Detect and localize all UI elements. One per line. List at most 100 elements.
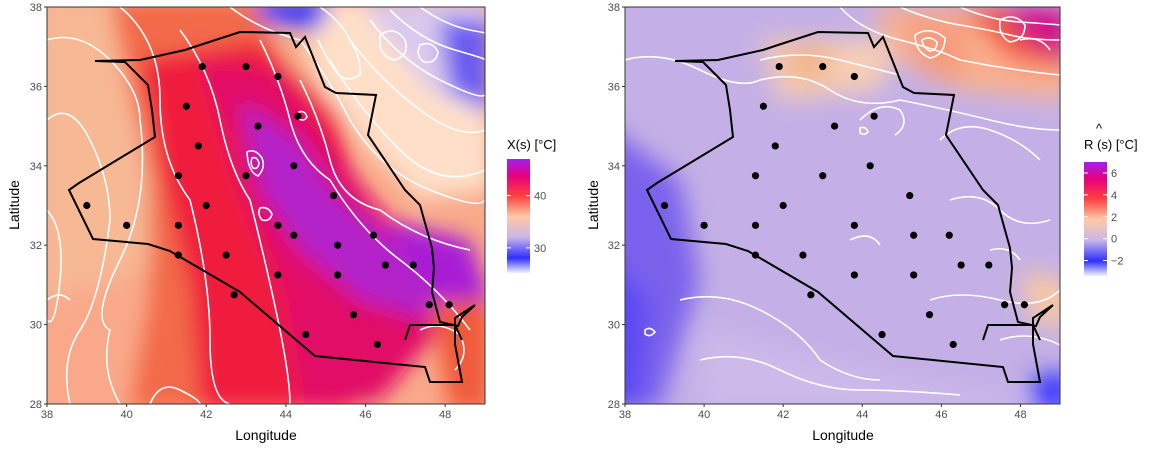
station-point — [274, 72, 282, 81]
x-tick-label: 44 — [856, 409, 868, 421]
right-legend: ^ R (s) [°C] −2 0 2 4 6 — [1084, 121, 1138, 277]
y-tick-label: 38 — [30, 2, 42, 14]
station-point — [751, 221, 760, 229]
y-tick-label: 34 — [608, 161, 620, 173]
station-point — [174, 251, 182, 259]
station-point — [334, 271, 342, 279]
right-x-axis-title: Longitude — [812, 427, 874, 443]
station-point — [174, 172, 182, 180]
station-point — [700, 221, 708, 229]
x-tick-label: 46 — [935, 409, 947, 421]
legend-tick-label: 30 — [534, 243, 546, 255]
y-tick-label: 32 — [30, 240, 42, 252]
left-x-axis-title: Longitude — [235, 427, 297, 443]
y-tick-label: 38 — [608, 2, 620, 14]
station-point — [198, 62, 206, 71]
station-point — [945, 231, 953, 239]
right-heat-field — [625, 7, 1060, 404]
right-legend-title: R (s) [°C] — [1084, 137, 1138, 152]
left-map-panel: 38 40 42 44 46 48 28 30 32 34 36 38 Longitude Latit… — [6, 2, 556, 443]
station-point — [254, 122, 262, 130]
left-y-axis-title: Latitude — [6, 180, 22, 230]
right-panel-frame — [624, 6, 1061, 405]
station-point — [445, 301, 453, 309]
y-tick-label: 34 — [30, 161, 42, 173]
legend-tick-label: 6 — [1111, 168, 1117, 180]
right-legend-colorbar — [1084, 162, 1107, 277]
station-point — [222, 251, 230, 259]
y-tick-label: 30 — [30, 320, 42, 332]
x-tick-label: 48 — [1014, 409, 1026, 421]
left-legend: X(s) [°C] 30 40 — [507, 137, 556, 274]
station-point — [330, 191, 338, 200]
station-point — [182, 102, 190, 110]
station-point — [771, 142, 779, 150]
legend-tick-label: −2 — [1111, 256, 1124, 268]
station-point — [230, 291, 238, 299]
legend-tick-label: 0 — [1111, 234, 1117, 246]
station-point — [759, 102, 768, 110]
station-point — [910, 271, 918, 279]
left-stations — [83, 62, 453, 349]
station-point — [373, 340, 382, 349]
station-point — [906, 191, 914, 200]
station-point — [242, 62, 250, 71]
left-contours — [47, 7, 485, 404]
station-point — [870, 112, 878, 120]
station-point — [290, 231, 298, 239]
station-point — [1020, 301, 1029, 309]
station-point — [174, 221, 182, 229]
station-point — [751, 172, 760, 180]
right-axes: 38 40 42 44 46 48 28 30 32 34 36 38 — [608, 2, 1027, 421]
station-point — [850, 271, 858, 279]
station-point — [850, 221, 858, 229]
station-point — [290, 162, 298, 170]
station-point — [819, 62, 827, 71]
station-point — [369, 231, 378, 239]
station-point — [83, 201, 91, 210]
station-point — [660, 201, 669, 210]
station-point — [751, 251, 760, 259]
x-tick-label: 40 — [698, 409, 710, 421]
station-point — [819, 172, 827, 180]
x-tick-label: 40 — [121, 409, 133, 421]
station-point — [202, 201, 210, 210]
station-point — [242, 172, 250, 180]
x-tick-label: 44 — [280, 409, 292, 421]
left-panel-frame — [46, 6, 486, 405]
x-tick-label: 48 — [439, 409, 451, 421]
left-legend-colorbar — [507, 159, 530, 274]
legend-tick-label: 4 — [1111, 190, 1117, 202]
station-point — [850, 72, 858, 81]
station-point — [350, 311, 358, 319]
left-legend-title: X(s) [°C] — [507, 137, 556, 152]
y-tick-label: 28 — [608, 399, 620, 411]
left-heat-field — [47, 7, 485, 404]
right-country-border — [645, 30, 1054, 383]
left-axes: 38 40 42 44 46 48 28 30 32 34 36 38 — [30, 2, 452, 421]
station-point — [123, 221, 131, 229]
x-tick-label: 38 — [41, 409, 53, 421]
station-point — [274, 271, 282, 279]
station-point — [878, 330, 886, 339]
right-stations — [660, 62, 1029, 349]
station-point — [334, 241, 342, 249]
station-point — [302, 330, 310, 339]
x-tick-label: 42 — [200, 409, 212, 421]
x-tick-label: 38 — [619, 409, 631, 421]
station-point — [409, 261, 417, 269]
station-point — [807, 291, 815, 299]
right-legend-title-hat: ^ — [1096, 121, 1103, 136]
station-point — [381, 261, 390, 269]
station-point — [294, 112, 302, 120]
station-point — [985, 261, 993, 269]
station-point — [799, 251, 807, 259]
x-tick-label: 42 — [777, 409, 789, 421]
station-point — [194, 142, 202, 150]
right-y-axis-title: Latitude — [585, 180, 601, 230]
x-tick-label: 46 — [359, 409, 371, 421]
left-country-border — [67, 30, 476, 383]
station-point — [925, 311, 934, 319]
y-tick-label: 30 — [608, 320, 620, 332]
